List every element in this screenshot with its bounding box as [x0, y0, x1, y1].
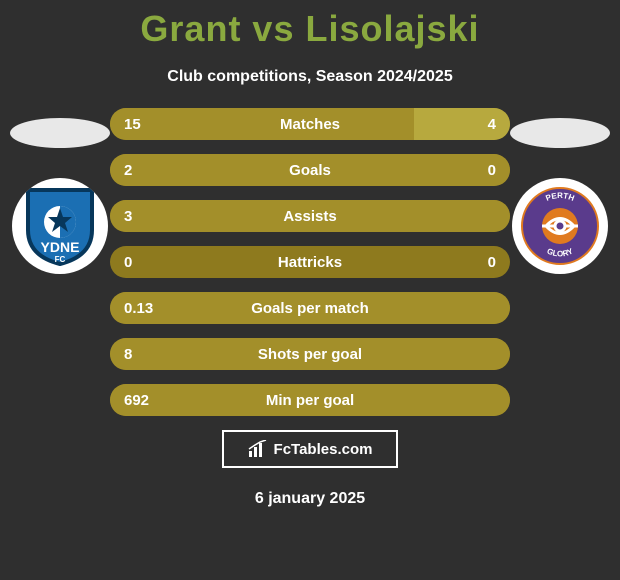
- svg-text:FC: FC: [55, 255, 66, 264]
- club-badge-perth: PERTH GLORY: [512, 178, 608, 274]
- stat-label: Goals: [110, 162, 510, 179]
- stat-overlay: 3Assists: [110, 200, 510, 232]
- stat-row: 0.13Goals per match: [110, 292, 510, 324]
- chart-icon: [248, 440, 268, 458]
- stat-label: Goals per match: [110, 300, 510, 317]
- fctables-link[interactable]: FcTables.com: [222, 430, 398, 468]
- stat-overlay: 2Goals0: [110, 154, 510, 186]
- player-column-right: PERTH GLORY: [500, 118, 620, 274]
- stat-row: 8Shots per goal: [110, 338, 510, 370]
- stat-overlay: 0.13Goals per match: [110, 292, 510, 324]
- stat-row: 0Hattricks0: [110, 246, 510, 278]
- player-silhouette-left: [10, 118, 110, 148]
- stat-row: 3Assists: [110, 200, 510, 232]
- stat-row: 15Matches4: [110, 108, 510, 140]
- stat-label: Shots per goal: [110, 346, 510, 363]
- player-column-left: YDNE FC: [0, 118, 120, 274]
- player-silhouette-right: [510, 118, 610, 148]
- date-label: 6 january 2025: [0, 490, 620, 508]
- stat-overlay: 8Shots per goal: [110, 338, 510, 370]
- stat-row: 2Goals0: [110, 154, 510, 186]
- club-badge-sydney: YDNE FC: [12, 178, 108, 274]
- stat-overlay: 0Hattricks0: [110, 246, 510, 278]
- stat-label: Hattricks: [110, 254, 510, 271]
- stat-overlay: 15Matches4: [110, 108, 510, 140]
- perth-glory-icon: PERTH GLORY: [521, 187, 599, 265]
- subtitle: Club competitions, Season 2024/2025: [0, 68, 620, 86]
- stat-row: 692Min per goal: [110, 384, 510, 416]
- fctables-label: FcTables.com: [274, 441, 373, 458]
- stats-container: 15Matches4 2Goals0 3Assists 0Hattricks0 0.13…: [110, 108, 510, 416]
- page-title: Grant vs Lisolajski: [0, 0, 620, 50]
- stat-label: Min per goal: [110, 392, 510, 409]
- stat-label: Matches: [110, 116, 510, 133]
- svg-text:YDNE: YDNE: [41, 239, 80, 255]
- stat-overlay: 692Min per goal: [110, 384, 510, 416]
- stat-label: Assists: [110, 208, 510, 225]
- sydney-fc-icon: YDNE FC: [24, 186, 96, 266]
